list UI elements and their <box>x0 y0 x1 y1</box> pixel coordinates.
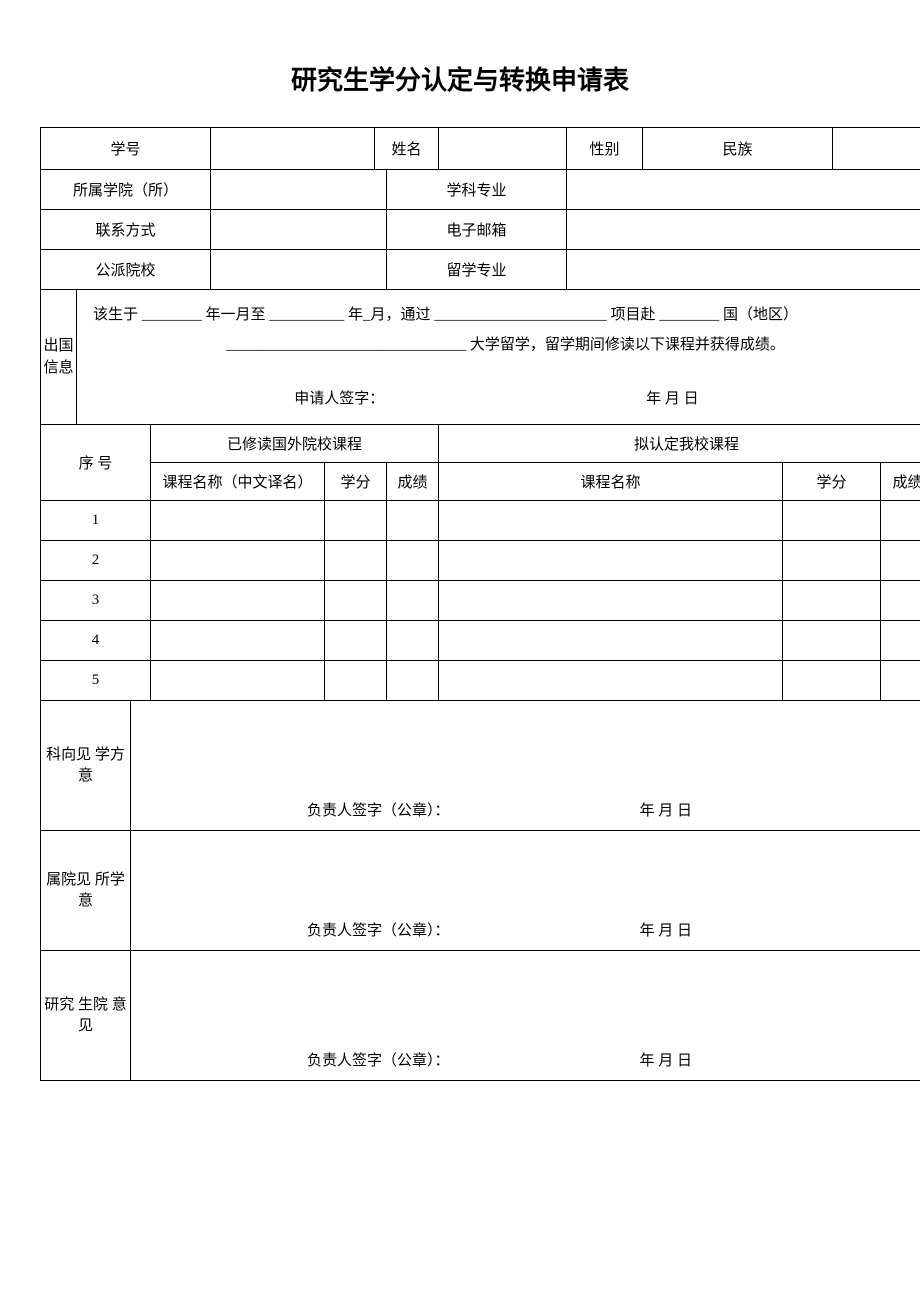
seq-cell: 5 <box>41 661 151 701</box>
value-contact <box>211 210 387 250</box>
value-major <box>567 170 920 210</box>
label-gender: 性别 <box>567 128 643 170</box>
grad-sig-label: 负责人签字（公章）： <box>147 1049 450 1070</box>
college-sig-date: 年 月 日 <box>450 919 693 940</box>
label-grade-dom: 成绩 <box>881 463 920 501</box>
dom-credit <box>783 501 881 541</box>
label-contact: 联系方式 <box>41 210 211 250</box>
label-major: 学科专业 <box>387 170 567 210</box>
dept-opinion-block: 负责人签字（公章）： 年 月 日 <box>131 701 920 831</box>
dom-name <box>439 501 783 541</box>
label-course-name-cn: 课程名称（中文译名） <box>151 463 325 501</box>
foreign-grade <box>387 501 439 541</box>
label-college-opinion: 属院见 所学意 <box>41 831 131 951</box>
value-email <box>567 210 920 250</box>
dept-sig-date: 年 月 日 <box>450 799 693 820</box>
foreign-name <box>151 501 325 541</box>
label-credit-dom: 学分 <box>783 463 881 501</box>
label-grad-opinion: 研究 生院 意见 <box>41 951 131 1081</box>
dom-grade <box>881 501 920 541</box>
abroad-info-line2: ________________________________ 大学留学，留学… <box>93 330 918 360</box>
label-foreign-hdr: 已修读国外院校课程 <box>151 425 439 463</box>
seq-cell: 2 <box>41 541 151 581</box>
label-domestic-hdr: 拟认定我校课程 <box>439 425 920 463</box>
foreign-credit <box>325 501 387 541</box>
value-student-id <box>211 128 375 170</box>
label-abroad-major: 留学专业 <box>387 250 567 290</box>
value-host-school <box>211 250 387 290</box>
label-host-school: 公派院校 <box>41 250 211 290</box>
value-name <box>439 128 567 170</box>
seq-cell: 3 <box>41 581 151 621</box>
seq-cell: 4 <box>41 621 151 661</box>
grad-opinion-block: 负责人签字（公章）： 年 月 日 <box>131 951 920 1081</box>
table-row: 2 <box>41 541 920 581</box>
abroad-info-block: 该生于 ________ 年一月至 __________ 年_月，通过 ____… <box>77 290 920 425</box>
dept-sig-label: 负责人签字（公章）： <box>147 799 450 820</box>
value-abroad-major <box>567 250 920 290</box>
abroad-info-line1: 该生于 ________ 年一月至 __________ 年_月，通过 ____… <box>93 300 918 330</box>
form-title: 研究生学分认定与转换申请表 <box>40 60 880 97</box>
form-table: 学号 姓名 性别 民族 所属学院（所） 学科专业 联系方式 电子邮箱 公派院校 … <box>40 127 920 1081</box>
value-nation <box>833 128 920 170</box>
table-row: 5 <box>41 661 920 701</box>
label-credit-foreign: 学分 <box>325 463 387 501</box>
seq-cell: 1 <box>41 501 151 541</box>
applicant-sig-label: 申请人签字： <box>194 384 524 414</box>
table-row: 4 <box>41 621 920 661</box>
label-name: 姓名 <box>375 128 439 170</box>
label-student-id: 学号 <box>41 128 211 170</box>
college-opinion-block: 负责人签字（公章）： 年 月 日 <box>131 831 920 951</box>
table-row: 3 <box>41 581 920 621</box>
label-seq: 序 号 <box>41 425 151 501</box>
applicant-sig-date: 年 月 日 <box>528 384 817 414</box>
college-sig-label: 负责人签字（公章）： <box>147 919 450 940</box>
value-college <box>211 170 387 210</box>
label-email: 电子邮箱 <box>387 210 567 250</box>
label-dept-opinion: 科向见 学方意 <box>41 701 131 831</box>
label-grade-foreign: 成绩 <box>387 463 439 501</box>
label-college: 所属学院（所） <box>41 170 211 210</box>
table-row: 1 <box>41 501 920 541</box>
grad-sig-date: 年 月 日 <box>450 1049 693 1070</box>
label-nation: 民族 <box>643 128 833 170</box>
label-abroad-info: 出国信息 <box>41 290 77 425</box>
label-course-name-dom: 课程名称 <box>439 463 783 501</box>
